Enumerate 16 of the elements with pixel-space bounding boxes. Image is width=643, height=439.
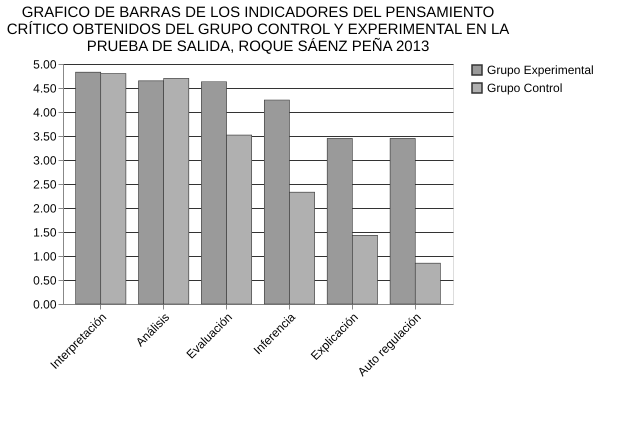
y-tick-label: 4.50 (33, 82, 57, 96)
y-tick-label: 5.00 (33, 58, 57, 72)
y-tick-label: 3.00 (33, 154, 57, 168)
y-tick-label: 4.00 (33, 106, 57, 120)
legend-label: Grupo Control (487, 81, 562, 95)
text: GRAFICO DE BARRAS DE LOS INDICADORES DEL PENSAMIENTO (22, 4, 494, 21)
text: CRÍTICO OBTENIDOS DEL GRUPO CONTROL Y EXPERIMENTAL EN LA (6, 21, 510, 38)
text: PRUEBA DE SALIDA, ROQUE SÁENZ PEÑA 2013 (86, 38, 430, 55)
y-tick-label: 2.00 (33, 202, 57, 216)
y-tick-label: 0.00 (33, 298, 57, 312)
y-tick-label: 0.50 (33, 274, 57, 288)
y-tick-label: 3.50 (33, 130, 57, 144)
y-tick-label: 2.50 (33, 178, 57, 192)
legend-label: Grupo Experimental (487, 63, 594, 77)
y-tick-label: 1.50 (33, 226, 57, 240)
y-tick-label: 1.00 (33, 250, 57, 264)
